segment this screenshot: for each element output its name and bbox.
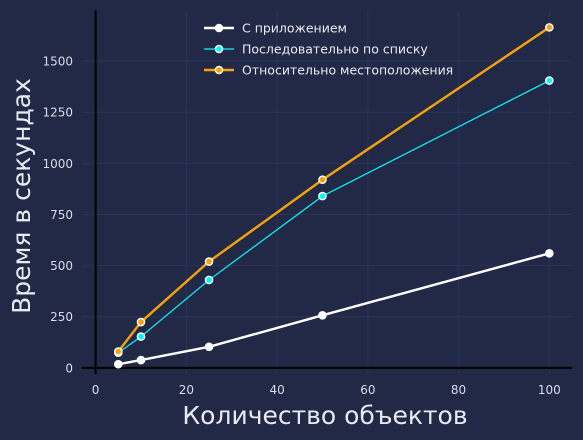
y-tick-label: 1000 [42,157,73,171]
data-point [318,191,327,201]
y-tick-label: 1500 [42,55,73,69]
legend-label: Относительно местоположения [242,63,453,78]
grid [82,10,572,374]
data-point [136,317,146,327]
data-point [318,311,327,320]
data-point [204,275,214,285]
data-point [113,347,123,356]
data-point [204,257,214,266]
legend-label: С приложением [242,21,347,36]
x-tick-label: 60 [360,383,375,397]
legend-marker [214,44,224,54]
x-tick-label: 80 [451,383,466,397]
series-line-1 [118,252,550,366]
data-point [136,355,146,365]
y-tick-label: 500 [50,259,73,273]
x-tick-label: 100 [538,383,561,397]
y-tick-label: 250 [50,310,73,324]
data-point [318,175,327,185]
y-tick-label: 750 [50,208,73,222]
x-tick-label: 40 [269,383,284,397]
legend: С приложением Последовательно по списку От… [204,21,453,78]
data-point [545,23,554,32]
axes [82,10,572,374]
y-tick-label: 0 [65,361,73,375]
legend-marker [214,65,224,75]
y-axis-title: Время в секундах [7,78,36,314]
x-tick-label: 0 [92,383,100,397]
legend-label: Последовательно по списку [242,42,428,57]
data-point [136,332,146,341]
series-lines [117,26,550,366]
x-tick-label: 20 [179,383,194,397]
data-point [204,342,214,352]
data-points [113,23,554,369]
data-point [545,249,554,258]
x-axis-title: Количество объектов [182,401,467,430]
legend-marker [214,23,224,33]
data-point [113,359,123,369]
y-tick-label: 1250 [42,106,73,120]
data-point [545,76,554,85]
